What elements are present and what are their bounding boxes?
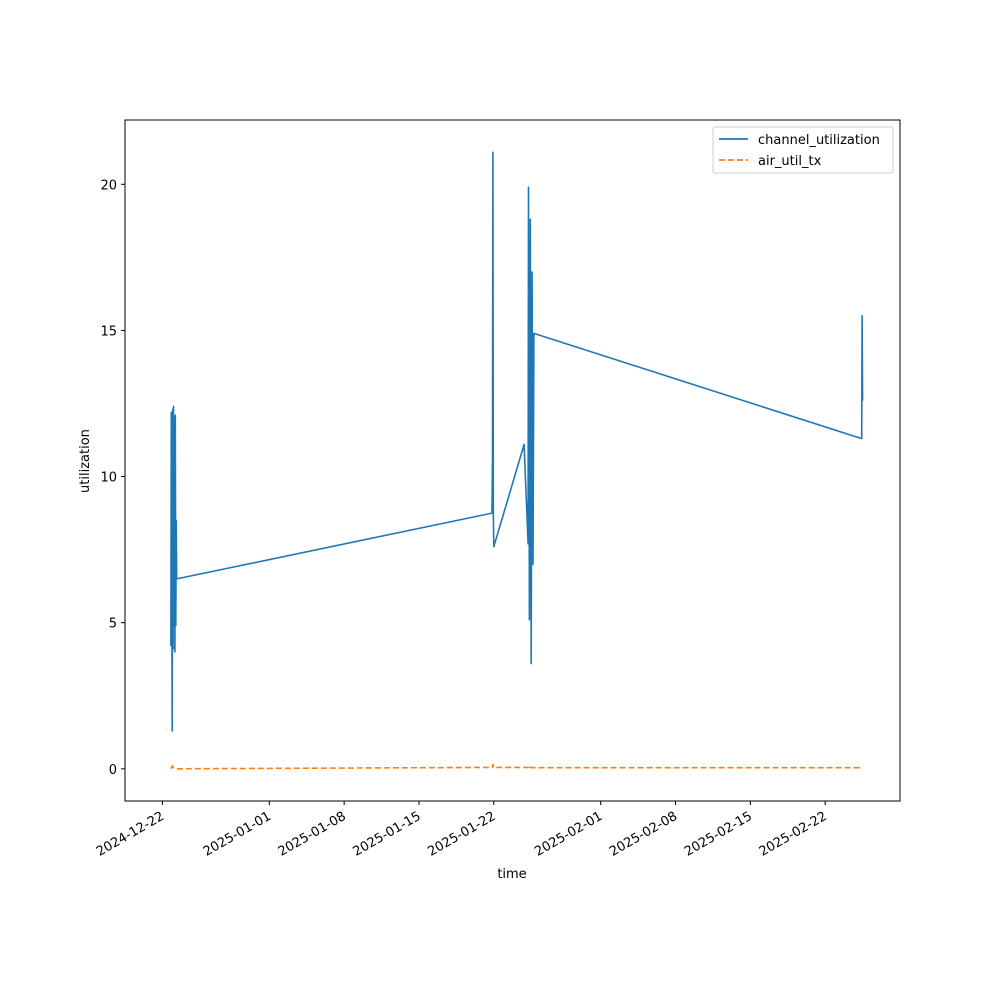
y-tick-label: 0 bbox=[109, 763, 117, 778]
legend-box bbox=[712, 126, 894, 174]
series-line-channel-utilization bbox=[170, 151, 864, 732]
y-tick-label: 5 bbox=[109, 617, 117, 632]
y-axis-ticks: 0 5 10 15 20 bbox=[100, 178, 125, 778]
plot-frame bbox=[124, 119, 901, 802]
y-tick-label: 20 bbox=[100, 178, 117, 193]
legend-label-channel-utilization: channel_utilization bbox=[758, 133, 880, 148]
y-axis-label: utilization bbox=[78, 429, 93, 493]
y-tick-label: 10 bbox=[100, 471, 117, 486]
series-line-air-util-tx bbox=[170, 763, 863, 770]
y-tick-label: 15 bbox=[100, 324, 117, 339]
legend-label-air-util-tx: air_util_tx bbox=[758, 154, 822, 169]
series-layer bbox=[170, 151, 864, 770]
x-axis-label: time bbox=[497, 867, 526, 882]
legend: channel_utilization air_util_tx bbox=[712, 126, 894, 174]
